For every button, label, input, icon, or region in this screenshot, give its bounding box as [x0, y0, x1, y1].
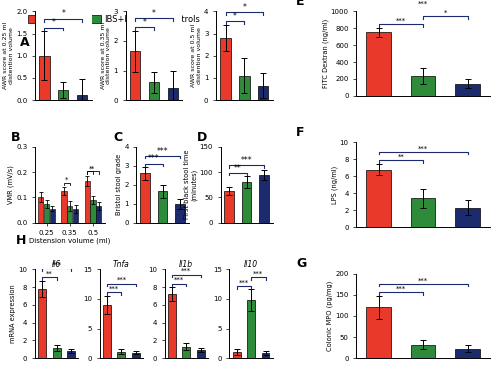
- Text: ***: ***: [418, 145, 428, 151]
- Bar: [118, 352, 126, 358]
- Y-axis label: First black stool time
(minutes): First black stool time (minutes): [184, 150, 198, 219]
- Bar: [158, 192, 168, 223]
- Text: **: **: [398, 154, 404, 160]
- Text: *: *: [52, 18, 56, 27]
- Text: B: B: [10, 130, 20, 144]
- Title: Il1b: Il1b: [179, 259, 194, 268]
- Y-axis label: mRNA expression: mRNA expression: [10, 284, 16, 343]
- Legend: IBS+PBS, IBS+KAR, Controls: IBS+PBS, IBS+KAR, Controls: [24, 12, 204, 28]
- Bar: [366, 307, 391, 358]
- Title: Il10: Il10: [244, 259, 258, 268]
- Bar: [38, 289, 46, 358]
- Bar: [96, 206, 102, 223]
- Text: ***: ***: [418, 1, 428, 7]
- Bar: [262, 353, 270, 358]
- Bar: [220, 38, 230, 100]
- Text: **: **: [234, 164, 242, 173]
- Text: ***: ***: [396, 286, 406, 292]
- Text: E: E: [296, 0, 304, 8]
- Y-axis label: VMR (mV/s): VMR (mV/s): [8, 165, 14, 204]
- Bar: [77, 95, 88, 100]
- Text: *: *: [62, 9, 65, 18]
- Text: H: H: [16, 234, 26, 247]
- Text: ***: ***: [174, 277, 184, 283]
- Text: ***: ***: [418, 277, 428, 283]
- Text: ***: ***: [241, 156, 252, 165]
- Bar: [242, 182, 252, 223]
- Text: G: G: [296, 257, 306, 270]
- Text: ***: ***: [52, 262, 62, 268]
- Bar: [130, 51, 140, 100]
- Bar: [148, 82, 159, 100]
- Y-axis label: Bristol stool grade: Bristol stool grade: [116, 154, 122, 215]
- Bar: [62, 191, 66, 223]
- Y-axis label: AWR score at 0.5 ml
distention volume: AWR score at 0.5 ml distention volume: [191, 24, 202, 87]
- Bar: [456, 84, 480, 96]
- Bar: [366, 32, 391, 96]
- Bar: [50, 209, 55, 223]
- Bar: [232, 352, 240, 358]
- Bar: [456, 349, 480, 358]
- Bar: [58, 90, 68, 100]
- Bar: [67, 206, 72, 223]
- Text: ***: ***: [148, 154, 160, 163]
- Y-axis label: LPS (ng/ml): LPS (ng/ml): [331, 166, 338, 204]
- Text: ***: ***: [396, 18, 406, 24]
- Bar: [39, 56, 50, 100]
- Bar: [411, 76, 436, 96]
- Bar: [168, 294, 176, 358]
- Bar: [366, 170, 391, 227]
- Text: ***: ***: [116, 277, 126, 283]
- X-axis label: Distension volume (ml): Distension volume (ml): [29, 238, 110, 244]
- Text: *: *: [142, 18, 146, 26]
- Bar: [73, 209, 78, 223]
- Text: D: D: [197, 130, 207, 144]
- Text: *: *: [65, 177, 68, 183]
- Title: Tnfa: Tnfa: [113, 259, 130, 268]
- Y-axis label: AWR score at 0.35 ml
distention volume: AWR score at 0.35 ml distention volume: [100, 22, 112, 89]
- Bar: [456, 208, 480, 227]
- Bar: [44, 204, 50, 223]
- Text: *: *: [92, 165, 94, 171]
- Text: ***: ***: [109, 286, 120, 292]
- Bar: [90, 200, 96, 223]
- Text: **: **: [46, 271, 53, 277]
- Bar: [52, 348, 60, 358]
- Text: *: *: [242, 3, 246, 12]
- Text: F: F: [296, 126, 304, 139]
- Text: *: *: [152, 9, 156, 18]
- Bar: [84, 181, 90, 223]
- Bar: [168, 88, 178, 100]
- Text: *: *: [233, 12, 237, 21]
- Text: ***: ***: [156, 147, 168, 156]
- Bar: [247, 300, 255, 358]
- Y-axis label: FITC Dextran (ng/ml): FITC Dextran (ng/ml): [322, 19, 328, 88]
- Bar: [103, 305, 111, 358]
- Bar: [140, 173, 150, 223]
- Y-axis label: Colonic MPO (pg/mg): Colonic MPO (pg/mg): [326, 280, 333, 351]
- Bar: [38, 198, 44, 223]
- Text: ***: ***: [181, 268, 192, 274]
- Bar: [224, 192, 234, 223]
- Bar: [67, 351, 75, 358]
- Bar: [259, 175, 269, 223]
- Text: A: A: [20, 37, 30, 49]
- Bar: [411, 198, 436, 227]
- Bar: [175, 204, 184, 223]
- Text: ***: ***: [253, 271, 264, 277]
- Bar: [132, 353, 140, 358]
- Text: C: C: [113, 130, 122, 144]
- Text: *: *: [444, 9, 447, 15]
- Y-axis label: AWR score at 0.25 ml
distention volume: AWR score at 0.25 ml distention volume: [3, 22, 14, 89]
- Bar: [411, 345, 436, 358]
- Bar: [182, 346, 190, 358]
- Bar: [258, 86, 268, 100]
- Bar: [239, 76, 250, 100]
- Bar: [196, 350, 204, 358]
- Text: ***: ***: [239, 279, 249, 285]
- Title: Il6: Il6: [52, 259, 61, 268]
- Text: *: *: [88, 165, 92, 171]
